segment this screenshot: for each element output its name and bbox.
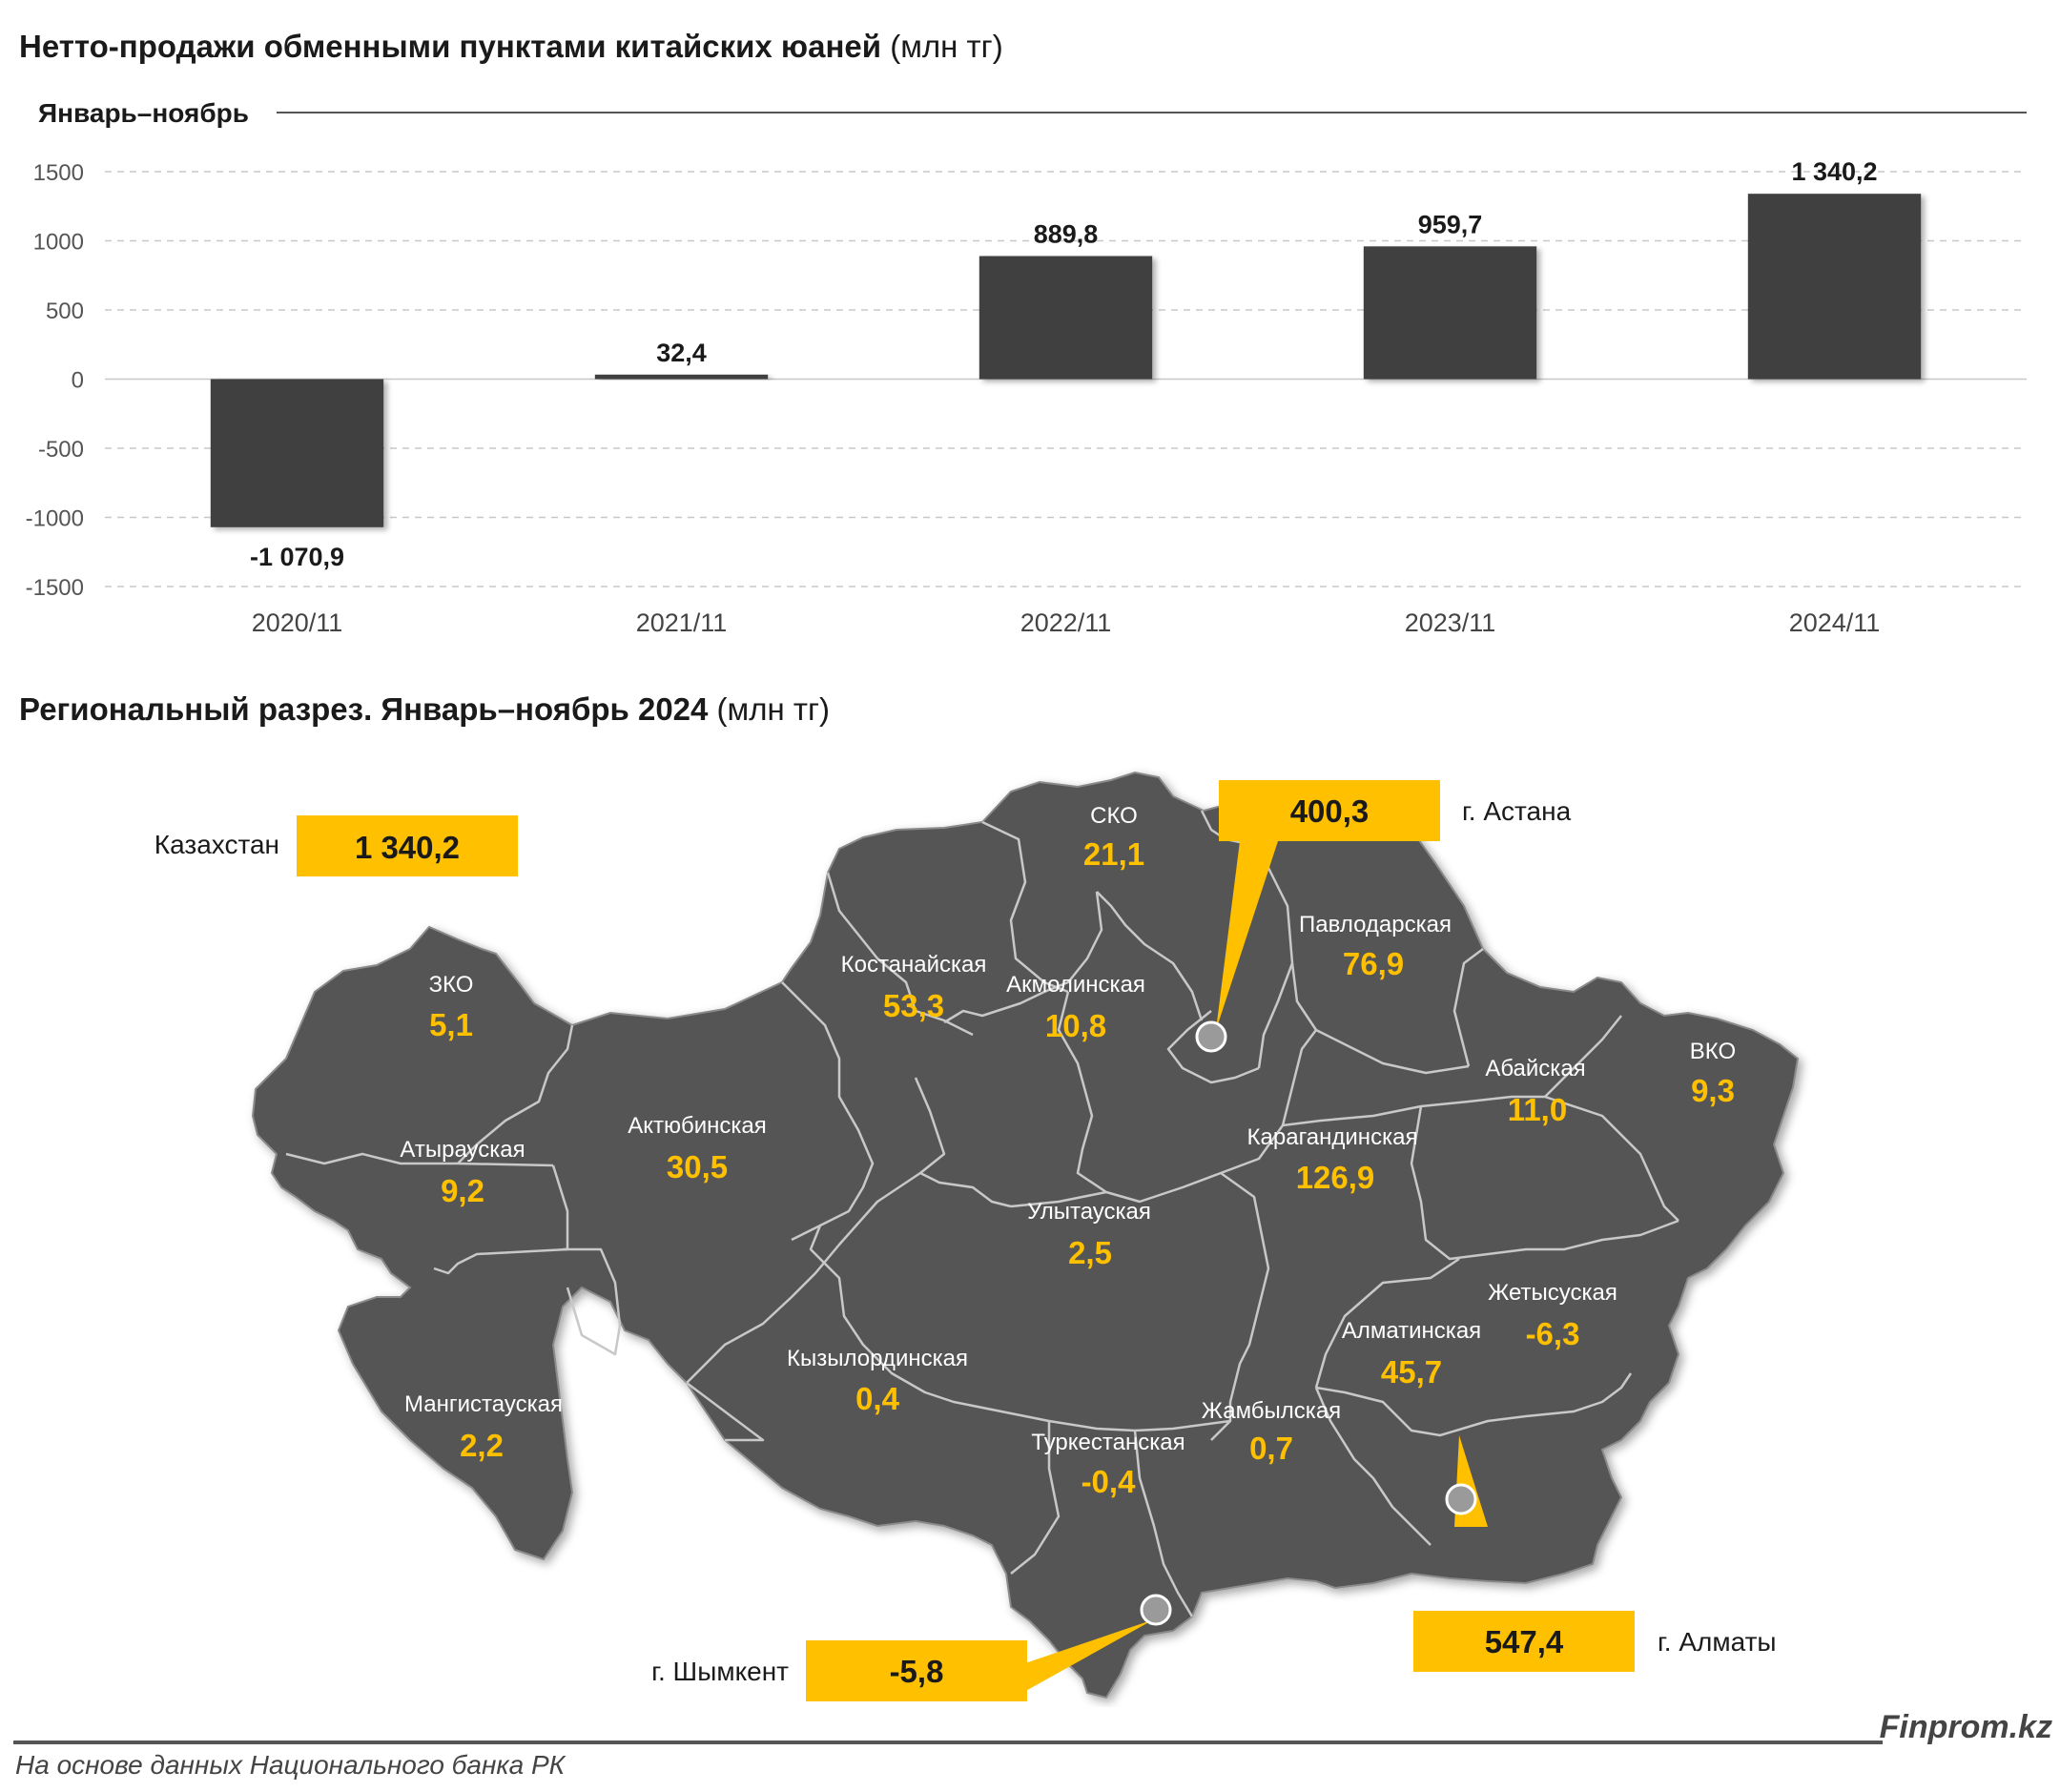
country-outline bbox=[251, 771, 1800, 1699]
bar-value-labels: -1 070,9 32,4 889,8 959,7 1 340,2 bbox=[250, 157, 1878, 571]
bar-2022/11 bbox=[978, 256, 1153, 380]
bar-value-label-2021/11: 32,4 bbox=[656, 339, 707, 367]
region-name-ulytau: Улытауская bbox=[1027, 1199, 1151, 1225]
y-tick-label-1: 1000 bbox=[33, 230, 84, 256]
y-tick-label-5: -1000 bbox=[26, 506, 84, 532]
bars bbox=[210, 194, 1922, 527]
region-name-aktobe: Актюбинская bbox=[628, 1113, 767, 1139]
region-name-vko: ВКО bbox=[1690, 1039, 1736, 1064]
period-label: Январь–ноябрь bbox=[38, 98, 249, 128]
bar-2024/11 bbox=[1747, 194, 1922, 380]
source-note: На основе данных Национального банка РК bbox=[15, 1750, 566, 1780]
region-name-zhetysu: Жетысуская bbox=[1488, 1280, 1617, 1306]
bar-2021/11 bbox=[594, 374, 769, 380]
bar-2020/11 bbox=[210, 379, 384, 527]
region-value-ulytau: 2,5 bbox=[1068, 1235, 1112, 1270]
region-name-akmola: Акмолинская bbox=[1006, 972, 1145, 998]
astana-callout: 400,3 г. Астана bbox=[1219, 780, 1572, 841]
region-name-zko: ЗКО bbox=[429, 972, 474, 998]
chart-title: Нетто-продажи обменными пунктами китайск… bbox=[19, 29, 1003, 65]
astana-pointer bbox=[1195, 841, 1278, 1053]
bar-value-label-2023/11: 959,7 bbox=[1418, 210, 1483, 238]
total-label: Казахстан bbox=[154, 830, 279, 859]
astana-label: г. Астана bbox=[1462, 796, 1572, 826]
region-name-abai: Абайская bbox=[1485, 1056, 1585, 1081]
y-tick-label-2: 500 bbox=[46, 299, 84, 324]
x-tick-label-2023/11: 2023/11 bbox=[1405, 608, 1496, 637]
region-name-pavlodar: Павлодарская bbox=[1299, 912, 1452, 937]
astana-box bbox=[1219, 780, 1440, 841]
region-value-karaganda: 126,9 bbox=[1296, 1160, 1375, 1195]
region-borders bbox=[285, 810, 1679, 1617]
y-tick-label-3: 0 bbox=[72, 368, 84, 394]
astana-value: 400,3 bbox=[1290, 793, 1370, 829]
region-name-mangistau: Мангистауская bbox=[404, 1391, 563, 1417]
region-labels: ЗКО 5,1 Атырауская 9,2 Мангистауская 2,2… bbox=[400, 803, 1736, 1499]
region-value-kyzylorda: 0,4 bbox=[855, 1381, 900, 1416]
region-value-atyrau: 9,2 bbox=[441, 1173, 484, 1208]
region-value-mangistau: 2,2 bbox=[460, 1428, 504, 1463]
total-value: 1 340,2 bbox=[355, 830, 460, 865]
region-value-zhetysu: -6,3 bbox=[1526, 1316, 1580, 1351]
region-value-pavlodar: 76,9 bbox=[1343, 946, 1404, 981]
region-value-sko: 21,1 bbox=[1083, 836, 1144, 872]
region-value-zko: 5,1 bbox=[429, 1007, 473, 1042]
almaty-pointer bbox=[1445, 1435, 1488, 1527]
region-name-sko: СКО bbox=[1090, 803, 1138, 829]
shymkent-marker bbox=[1140, 1594, 1172, 1626]
region-value-kostanay: 53,3 bbox=[883, 988, 944, 1023]
y-tick-label-0: 1500 bbox=[33, 160, 84, 186]
bar-2023/11 bbox=[1363, 246, 1537, 380]
chart-title-main: Нетто-продажи обменными пунктами китайск… bbox=[19, 29, 882, 64]
x-axis-ticks: 2020/11 2021/11 2022/11 2023/11 2024/11 bbox=[252, 608, 1881, 637]
y-tick-label-4: -500 bbox=[38, 437, 84, 463]
map-title-unit: (млн тг) bbox=[716, 691, 831, 727]
map-title: Региональный разрез. Январь–ноябрь 2024 … bbox=[19, 691, 830, 728]
almaty-marker bbox=[1445, 1483, 1477, 1515]
almaty-box bbox=[1413, 1611, 1635, 1672]
bar-value-label-2020/11: -1 070,9 bbox=[250, 543, 344, 571]
region-name-karaganda: Карагандинская bbox=[1247, 1124, 1418, 1150]
region-value-aktobe: 30,5 bbox=[667, 1149, 728, 1184]
shymkent-label: г. Шымкент bbox=[651, 1657, 789, 1686]
bar-value-label-2022/11: 889,8 bbox=[1034, 219, 1099, 248]
chart-title-unit: (млн тг) bbox=[890, 29, 1003, 64]
almaty-label: г. Алматы bbox=[1658, 1627, 1777, 1657]
x-tick-label-2020/11: 2020/11 bbox=[252, 608, 343, 637]
x-tick-label-2021/11: 2021/11 bbox=[636, 608, 728, 637]
almaty-value: 547,4 bbox=[1485, 1624, 1564, 1659]
x-tick-label-2024/11: 2024/11 bbox=[1789, 608, 1881, 637]
y-tick-label-6: -1500 bbox=[26, 575, 84, 601]
region-value-almaty-region: 45,7 bbox=[1381, 1354, 1442, 1390]
region-value-turkestan: -0,4 bbox=[1082, 1464, 1137, 1499]
astana-marker bbox=[1195, 1020, 1227, 1053]
region-value-zhambyl: 0,7 bbox=[1249, 1431, 1293, 1466]
shymkent-box bbox=[806, 1640, 1027, 1701]
region-name-zhambyl: Жамбылская bbox=[1202, 1398, 1341, 1424]
region-name-turkestan: Туркестанская bbox=[1031, 1430, 1184, 1455]
region-name-atyrau: Атырауская bbox=[400, 1137, 525, 1163]
region-name-almaty-region: Алматинская bbox=[1342, 1318, 1481, 1344]
bar-value-label-2024/11: 1 340,2 bbox=[1791, 157, 1877, 186]
shymkent-value: -5,8 bbox=[890, 1654, 944, 1689]
region-value-abai: 11,0 bbox=[1508, 1092, 1567, 1127]
y-axis-ticks: 1500 1000 500 0 -500 -1000 -1500 bbox=[26, 160, 84, 601]
shymkent-pointer bbox=[1022, 1594, 1172, 1693]
footer-divider bbox=[13, 1741, 1883, 1744]
region-name-kyzylorda: Кызылординская bbox=[787, 1346, 968, 1371]
region-value-akmola: 10,8 bbox=[1045, 1008, 1106, 1043]
total-box bbox=[297, 815, 518, 876]
almaty-callout: 547,4 г. Алматы bbox=[1413, 1611, 1777, 1672]
brand-logo: Finprom.kz bbox=[1879, 1709, 2052, 1745]
map-title-main: Региональный разрез. Январь–ноябрь 2024 bbox=[19, 691, 709, 727]
total-callout: Казахстан 1 340,2 bbox=[154, 815, 518, 876]
region-value-vko: 9,3 bbox=[1691, 1073, 1735, 1108]
bar-chart: Январь–ноябрь 1500 1000 500 0 -500 -1000 -1500… bbox=[26, 98, 2027, 637]
kazakhstan-map: Казахстан 1 340,2 400,3 г. Астана 547,4 … bbox=[154, 771, 1800, 1701]
shymkent-callout: -5,8 г. Шымкент bbox=[651, 1640, 1027, 1701]
region-name-kostanay: Костанайская bbox=[841, 952, 987, 978]
x-tick-label-2022/11: 2022/11 bbox=[1020, 608, 1112, 637]
